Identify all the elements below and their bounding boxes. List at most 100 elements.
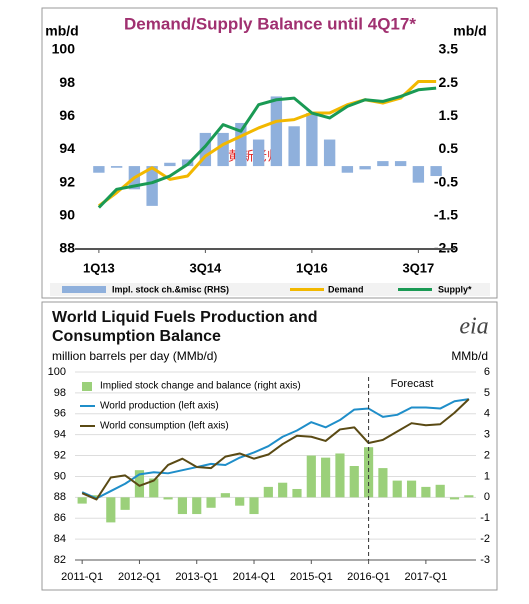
bar xyxy=(235,497,245,506)
bar xyxy=(341,166,354,173)
y-axis-label: mb/d xyxy=(45,23,78,39)
y-tick-label: 84 xyxy=(54,533,66,545)
bar xyxy=(93,166,105,173)
bar xyxy=(430,166,442,177)
y-tick-label: 96 xyxy=(54,408,66,420)
y-tick-label: 82 xyxy=(54,554,66,566)
chart-title: Demand/Supply Balance until 4Q17* xyxy=(124,14,416,33)
y-tick-label: 90 xyxy=(54,470,66,482)
bar xyxy=(406,480,417,498)
bar xyxy=(323,139,336,167)
legend-swatch xyxy=(62,286,106,293)
y2-tick-label: 6 xyxy=(484,366,490,378)
legend-label: Impl. stock ch.&misc (RHS) xyxy=(112,284,229,294)
x-tick-label: 2017-Q1 xyxy=(404,571,447,583)
bar xyxy=(349,466,359,498)
y2-tick-label: 5 xyxy=(484,387,490,399)
y2-tick-label: 3.5 xyxy=(439,41,459,57)
x-tick-label: 2012-Q1 xyxy=(118,571,161,583)
legend-swatch xyxy=(82,382,92,391)
bar xyxy=(235,122,247,167)
y2-axis-label: mb/d xyxy=(453,23,486,39)
y-tick-label: 100 xyxy=(48,366,66,378)
bar xyxy=(91,495,102,498)
bar xyxy=(288,126,300,167)
bar xyxy=(206,497,216,508)
x-tick-label: 2014-Q1 xyxy=(233,571,276,583)
y-tick-label: 94 xyxy=(59,140,75,156)
line xyxy=(81,398,469,500)
bar xyxy=(364,447,374,498)
bar xyxy=(435,484,445,498)
legend-label: Implied stock change and balance (right … xyxy=(100,381,301,392)
bar xyxy=(377,161,389,167)
bar xyxy=(449,497,460,500)
y2-tick-label: 3 xyxy=(484,429,490,441)
bar xyxy=(120,497,130,510)
x-tick-label: 1Q13 xyxy=(83,260,115,275)
x-tick-label: 2015-Q1 xyxy=(290,571,333,583)
bar xyxy=(252,139,265,167)
bar xyxy=(278,482,288,498)
bar xyxy=(177,497,187,515)
bar xyxy=(163,497,173,500)
y-tick-label: 88 xyxy=(54,491,66,503)
y2-tick-label: 0.5 xyxy=(439,140,459,156)
y2-tick-label: -1 xyxy=(480,512,490,524)
bar xyxy=(292,488,302,498)
x-tick-label: 1Q16 xyxy=(296,260,328,275)
y2-tick-label: 1 xyxy=(484,470,490,482)
bar xyxy=(321,457,331,498)
bar xyxy=(164,162,176,167)
bar xyxy=(110,166,123,168)
y2-tick-label: 2 xyxy=(484,449,490,461)
bar xyxy=(106,497,116,523)
bar xyxy=(270,96,283,167)
y2-axis-label: MMb/d xyxy=(451,349,488,363)
bar xyxy=(306,113,318,167)
y-tick-label: 92 xyxy=(54,449,66,461)
bar xyxy=(199,132,212,167)
annotation: Forecast xyxy=(391,378,434,390)
bar xyxy=(263,486,273,498)
x-tick-label: 3Q17 xyxy=(402,260,434,275)
subtitle: million barrels per day (MMb/d) xyxy=(52,349,217,363)
y-tick-label: 92 xyxy=(59,173,75,189)
y2-tick-label: -2 xyxy=(480,533,490,545)
legend-label: World consumption (left axis) xyxy=(100,421,229,432)
bar xyxy=(217,132,229,167)
y2-tick-label: -0.5 xyxy=(434,173,458,189)
y-tick-label: 98 xyxy=(59,74,75,90)
bar xyxy=(412,166,425,183)
y-tick-label: 90 xyxy=(59,207,75,223)
y2-tick-label: -1.5 xyxy=(434,207,458,223)
line xyxy=(97,86,437,209)
bar xyxy=(394,161,407,167)
x-tick-label: 2011-Q1 xyxy=(61,571,103,583)
legend-label: World production (left axis) xyxy=(100,401,219,412)
legend-label: Supply* xyxy=(438,284,472,294)
bar xyxy=(306,455,316,498)
bar xyxy=(378,468,388,498)
y2-tick-label: 1.5 xyxy=(439,107,459,123)
y2-tick-label: -2.5 xyxy=(434,240,458,256)
y-tick-label: 96 xyxy=(59,107,75,123)
y-tick-label: 86 xyxy=(54,512,66,524)
bar xyxy=(134,470,145,498)
bar xyxy=(392,480,402,498)
y2-tick-label: 0 xyxy=(484,491,490,503)
y-tick-label: 98 xyxy=(54,387,66,399)
bar xyxy=(359,166,371,170)
y2-tick-label: 2.5 xyxy=(439,74,459,90)
x-tick-label: 2013-Q1 xyxy=(175,571,218,583)
bar xyxy=(192,497,202,515)
y-tick-label: 94 xyxy=(54,429,66,441)
y-tick-label: 100 xyxy=(52,41,76,57)
bar xyxy=(149,478,159,498)
y-tick-label: 88 xyxy=(59,240,75,256)
y2-tick-label: 4 xyxy=(484,408,490,420)
line xyxy=(81,398,470,501)
legend-label: Demand xyxy=(328,284,364,294)
